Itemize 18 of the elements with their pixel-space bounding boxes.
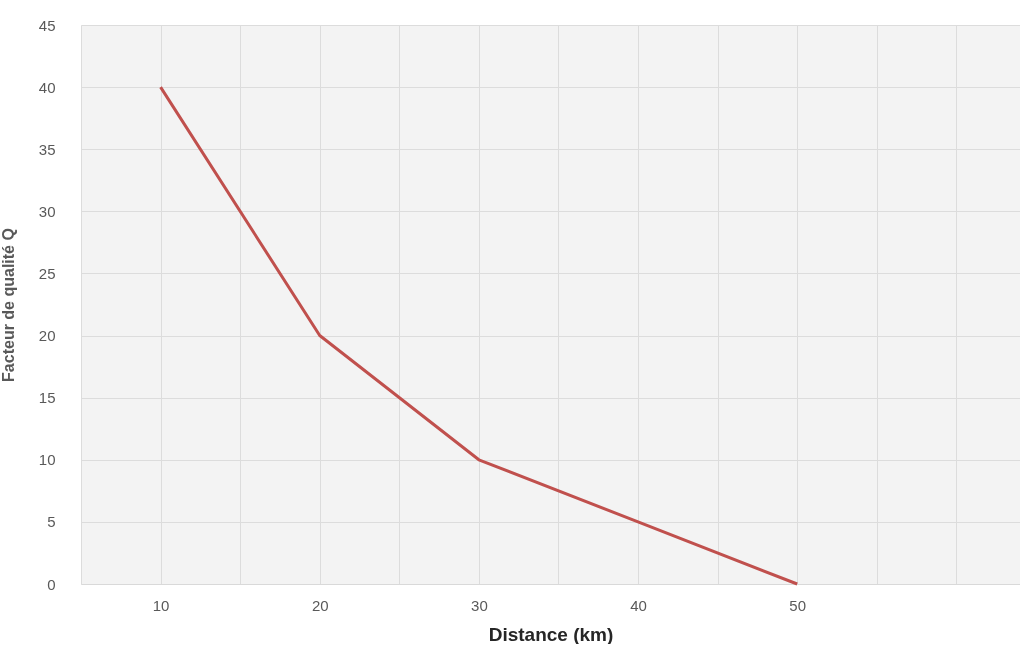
line-series — [159, 85, 799, 586]
y-tick-label: 10 — [38, 451, 56, 469]
y-tick-label: 40 — [38, 78, 56, 96]
y-axis-title: Facteur de qualité Q — [0, 228, 17, 382]
y-tick-label: 0 — [47, 575, 56, 593]
x-tick-label: 10 — [152, 596, 170, 614]
y-tick-label: 35 — [38, 140, 56, 158]
x-tick-label: 20 — [311, 596, 329, 614]
y-tick-label: 20 — [38, 327, 56, 345]
x-tick-label: 50 — [789, 596, 807, 614]
y-tick-label: 25 — [38, 264, 56, 282]
x-tick-label: 30 — [471, 596, 488, 614]
x-axis-title: Distance (km) — [488, 623, 614, 645]
y-tick-label: 15 — [38, 389, 56, 407]
x-tick-label: 40 — [630, 596, 647, 614]
y-tick-label: 5 — [47, 513, 56, 531]
y-tick-label: 30 — [38, 202, 56, 220]
y-tick-label: 45 — [38, 16, 56, 34]
